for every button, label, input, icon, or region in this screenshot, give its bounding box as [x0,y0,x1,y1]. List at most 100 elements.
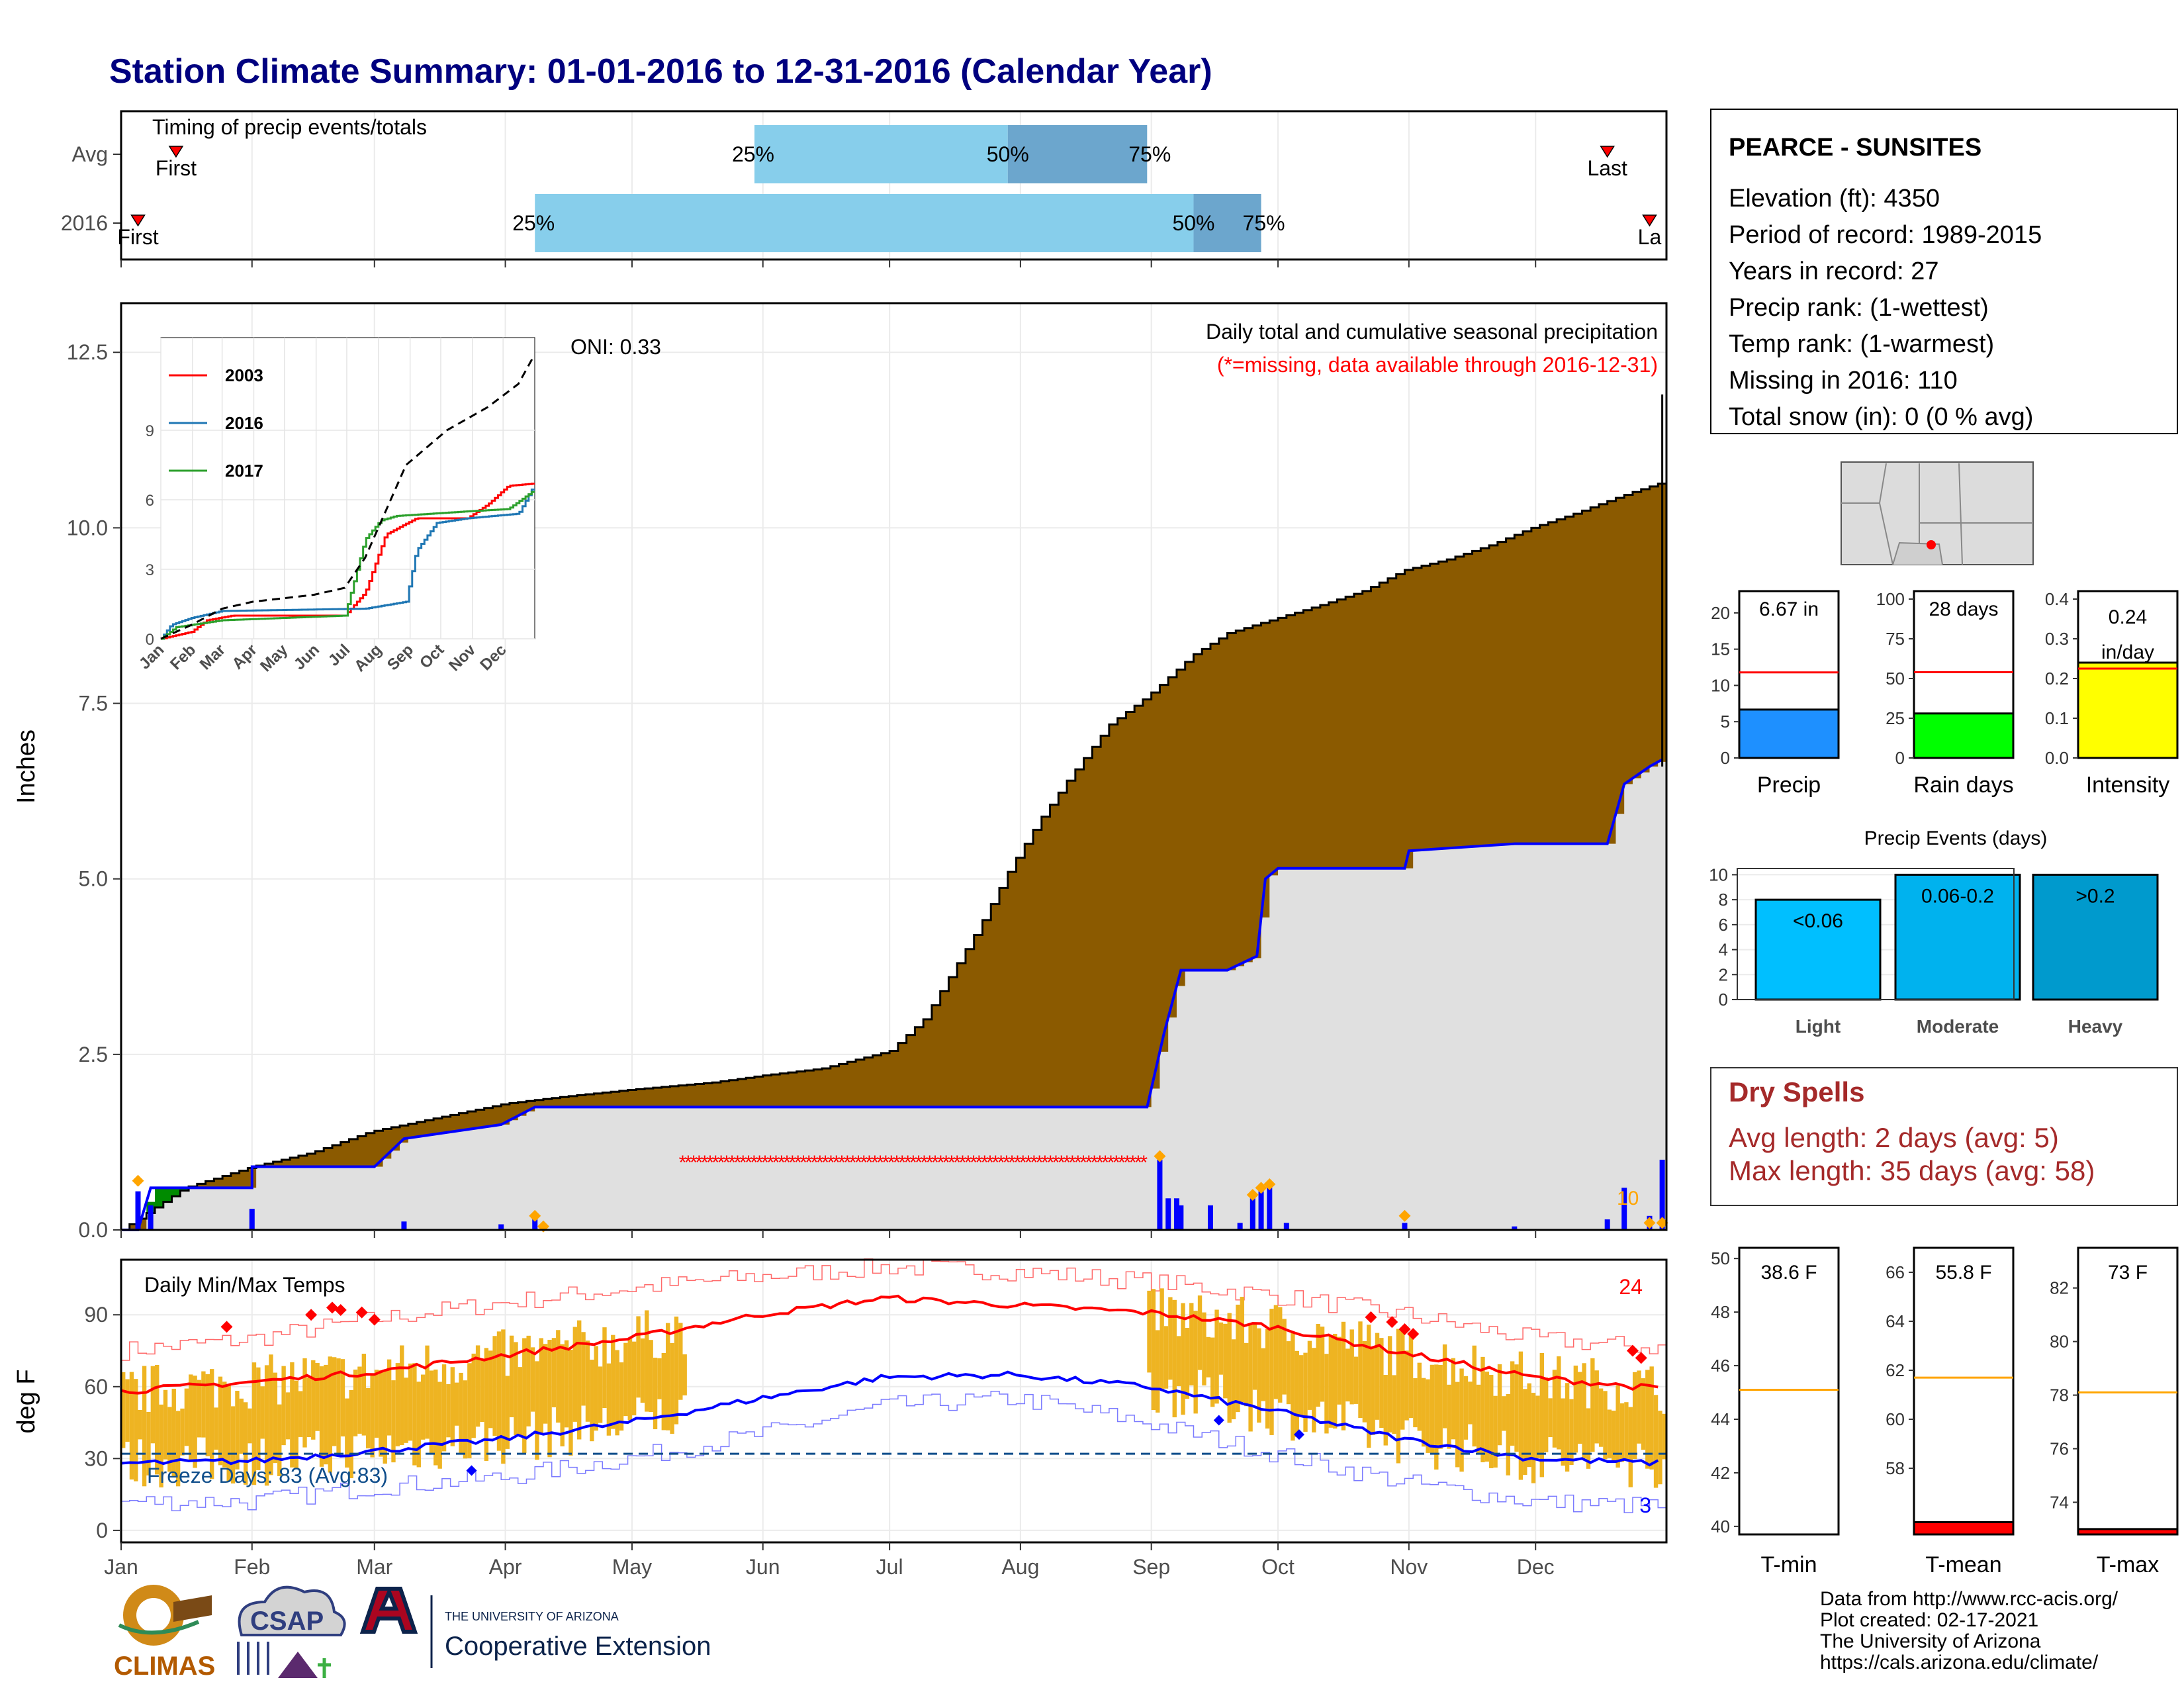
daily-temp-range-bar [467,1363,472,1458]
missing-day-asterisk: * [915,1152,923,1174]
daily-temp-range-bar [1641,1378,1646,1450]
daily-temp-range-bar [1527,1383,1531,1468]
daily-temp-range-bar [640,1338,645,1403]
precip-frame [120,302,1668,1231]
temp-gauge-y-tick: 62 [1886,1360,1905,1380]
university-of-arizona-logo: THE UNIVERSITY OF ARIZONA Cooperative Ex… [359,1587,711,1668]
daily-temp-range-bar [209,1369,214,1479]
record-marker [1154,1150,1166,1162]
daily-temp-range-bar [1257,1328,1261,1423]
missing-day-asterisk: * [1058,1152,1066,1174]
daily-temp-range-bar [357,1366,362,1434]
missing-day-asterisk: * [860,1152,868,1174]
record-high-marker [1635,1352,1647,1364]
daily-temp-range-bar [273,1372,278,1464]
missing-day-asterisk: * [1003,1152,1011,1174]
daily-temp-range-bar [539,1338,543,1434]
daily-temp-range-bar [581,1332,586,1406]
daily-temp-range-bar [459,1372,463,1454]
daily-temp-range-bar [1400,1328,1405,1430]
daily-temp-range-bar [1637,1370,1641,1444]
gauge-y-tick: 20 [1711,603,1730,623]
timing-marker [1600,146,1615,158]
daily-precip-bar [1267,1188,1273,1230]
missing-day-asterisk: * [866,1152,874,1174]
dry-spells-line: Max length: 35 days (avg: 58) [1729,1155,2095,1186]
daily-temp-range-bar [623,1342,628,1417]
daily-temp-range-bar [1619,1403,1625,1462]
record-high-marker [1398,1323,1411,1335]
daily-temp-range-bar [324,1364,328,1465]
below-average-deficit-area [129,483,1667,1231]
station-line: Temp rank: (1-warmest) [1729,330,1994,358]
daily-temp-range-bar [1573,1365,1578,1453]
gauge-y-tick: 0 [1721,748,1730,768]
inset-y-tick: 9 [146,422,154,440]
timing-bar-50-75 [1193,194,1261,252]
daily-temp-range-bar [526,1335,531,1427]
dry-spells-box: Dry Spells Avg length: 2 days (avg: 5) M… [1710,1067,2178,1206]
daily-temp-range-bar [306,1377,312,1438]
timing-bar-25-50 [754,125,1008,183]
inset-average-line [160,355,535,640]
missing-day-asterisk: * [690,1152,698,1174]
event-category-label: Moderate [1917,1016,1999,1037]
daily-temp-range-bar [395,1363,400,1446]
missing-day-asterisk: * [936,1152,944,1174]
y-tick-label: 30 [84,1446,108,1470]
daily-temp-range-bar [269,1354,273,1476]
missing-day-asterisk: * [684,1152,692,1174]
events-y-tick: 10 [1709,865,1728,884]
daily-temp-range-bar [1218,1322,1224,1375]
missing-day-asterisk: * [739,1152,747,1174]
daily-precip-bar [1250,1198,1255,1230]
daily-temp-range-bar [455,1382,459,1426]
daily-temp-range-bar [1413,1378,1418,1428]
daily-temp-range-bar [412,1363,417,1466]
daily-temp-range-bar [374,1370,379,1438]
average-min-line [120,1370,1659,1467]
daily-temp-range-bar [150,1366,156,1444]
daily-temp-range-bar [1392,1375,1396,1434]
daily-temp-range-bar [1624,1402,1629,1461]
daily-temp-range-bar [235,1391,240,1470]
pct-75-label: 75% [1243,211,1285,235]
average-max-line [120,1294,1659,1395]
month-tick-label: Nov [1390,1555,1428,1579]
daily-temp-range-bar [1332,1333,1338,1429]
precip-events-panel: Precip Events (days) <0.06 Light 0.06-0.2 Mo… [1709,827,2159,1037]
gauge-y-tick: 5 [1721,712,1730,731]
missing-day-asterisk: * [1140,1152,1148,1174]
record-low-marker [1293,1429,1304,1440]
daily-temp-range-bar [475,1345,480,1427]
y-tick-label: 7.5 [79,692,108,716]
temp-gauge-y-tick: 58 [1886,1458,1905,1478]
temp-panel-title: Daily Min/Max Temps [144,1273,345,1297]
daily-temp-range-bar [463,1380,468,1459]
daily-temp-range-bar [366,1387,371,1449]
daily-precip-bar [1165,1198,1171,1230]
missing-day-asterisk: * [1134,1152,1142,1174]
daily-temp-range-bar [1396,1329,1401,1464]
daily-temp-range-bar [163,1389,168,1460]
daily-temp-range-bar [349,1389,353,1479]
record-marker [1643,1217,1656,1229]
credit-line: The University of Arizona [1820,1630,2041,1652]
daily-temp-range-bar [244,1402,248,1485]
missing-day-asterisk: * [756,1152,764,1174]
legend-entry: 2003 [225,365,263,385]
record-high-marker [355,1306,368,1319]
temp-gauge-y-tick: 60 [1886,1409,1905,1429]
daily-temp-range-bar [678,1323,683,1400]
daily-temp-range-bar [649,1340,653,1413]
y-tick-label: 10.0 [67,516,108,539]
y-tick-label: 12.5 [67,340,108,364]
timing-marker-label: Last [1587,156,1627,180]
daily-temp-range-bar [1594,1370,1599,1444]
daily-temp-range-bar [379,1370,383,1457]
daily-temp-range-bar [564,1340,569,1428]
station-info-box: PEARCE - SUNSITES Elevation (ft): 4350 P… [1710,109,2178,434]
temp-gauge-y-tick: 50 [1711,1248,1730,1268]
missing-day-asterisk: * [893,1152,901,1174]
daily-temp-range-bar [370,1374,375,1458]
